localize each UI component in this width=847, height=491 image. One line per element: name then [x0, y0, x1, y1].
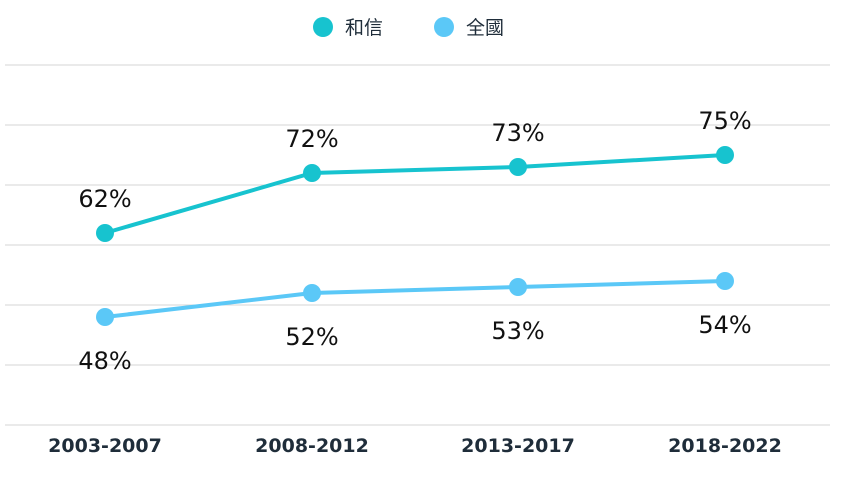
series-line — [104, 279, 726, 319]
legend-label-hexin: 和信 — [345, 17, 383, 39]
data-label: 54% — [698, 311, 751, 339]
data-point — [509, 278, 527, 296]
data-label: 75% — [698, 107, 751, 135]
data-point — [716, 146, 734, 164]
series-national: 48% 52% 53% 54% — [78, 272, 752, 375]
x-tick-label: 2008-2012 — [255, 435, 369, 457]
series-line — [104, 153, 726, 235]
data-point — [96, 224, 114, 242]
x-tick-label: 2003-2007 — [48, 435, 162, 457]
x-tick-label: 2013-2017 — [461, 435, 575, 457]
x-tick-label: 2018-2022 — [668, 435, 782, 457]
data-label: 53% — [491, 317, 544, 345]
data-label: 72% — [285, 125, 338, 153]
legend: 和信 全國 — [313, 17, 504, 39]
data-label: 73% — [491, 119, 544, 147]
data-point — [303, 284, 321, 302]
data-point — [509, 158, 527, 176]
data-point — [716, 272, 734, 290]
series-hexin: 62% 72% 73% 75% — [78, 107, 752, 242]
data-label: 52% — [285, 323, 338, 351]
data-point — [96, 308, 114, 326]
data-point — [303, 164, 321, 182]
data-label: 62% — [78, 185, 131, 213]
series-layer: 62% 72% 73% 75% 48% 52% 53% 54% — [78, 107, 751, 375]
legend-label-national: 全國 — [466, 17, 504, 39]
legend-marker-hexin — [313, 17, 333, 37]
gridlines — [5, 64, 830, 426]
x-axis: 2003-2007 2008-2012 2013-2017 2018-2022 — [48, 435, 782, 457]
data-label: 48% — [78, 347, 131, 375]
legend-marker-national — [434, 17, 454, 37]
